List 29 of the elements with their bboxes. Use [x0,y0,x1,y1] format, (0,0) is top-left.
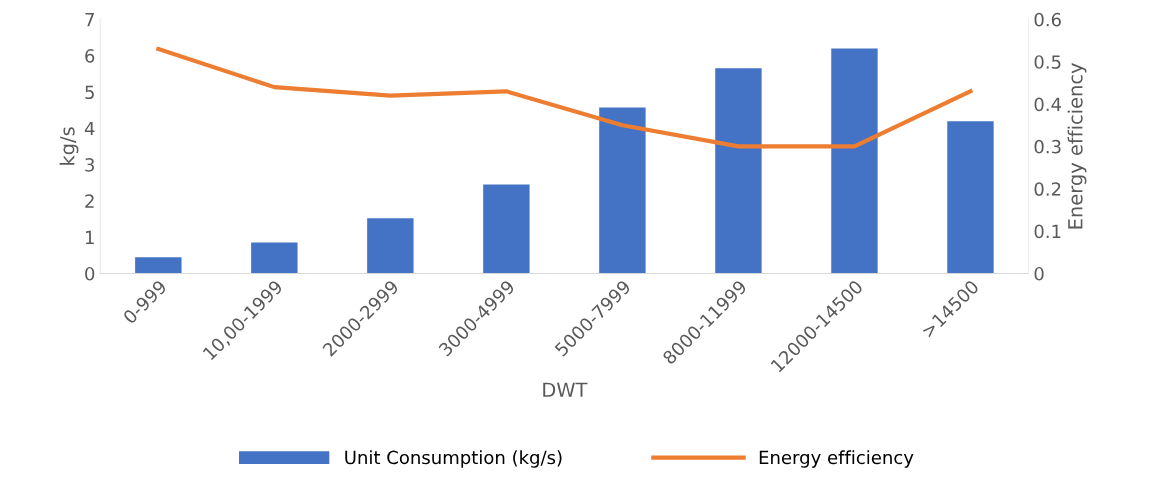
x-axis-title: DWT [543,382,588,397]
y2-tick-label: 0.6 [1034,12,1061,27]
y-tick-label: 2 [85,194,94,208]
y-tick-label: 0 [85,266,95,281]
y-tick-label: 3 [85,158,94,172]
line-series [156,46,973,149]
y2-tick-label: 0.3 [1034,139,1061,154]
y-tick-label: 7 [85,13,94,27]
y-tick-label: 1 [85,230,94,245]
y2-tick-label: 0 [1034,266,1044,281]
bar [831,48,878,274]
y2-tick-label: 0.4 [1034,97,1062,112]
bar [715,68,762,274]
y-axis-title: kg/s [59,127,79,165]
y2-tick-label: 0.5 [1034,55,1061,69]
y2-tick-label: 0.1 [1034,224,1061,239]
y-tick-label: 5 [85,85,94,100]
legend-label: Energy efficiency [759,450,914,468]
bar [947,121,994,274]
bar [135,257,182,274]
bar [599,107,646,274]
bar [367,218,414,274]
y2-tick-label: 0.2 [1034,182,1061,196]
bar [483,184,530,274]
y-tick-label: 6 [85,49,95,63]
legend-label: Unit Consumption (kg/s) [345,450,562,468]
y-tick-label: 4 [84,121,95,136]
bar [251,242,298,274]
y2-axis-title: Energy efficiency [1067,63,1087,229]
